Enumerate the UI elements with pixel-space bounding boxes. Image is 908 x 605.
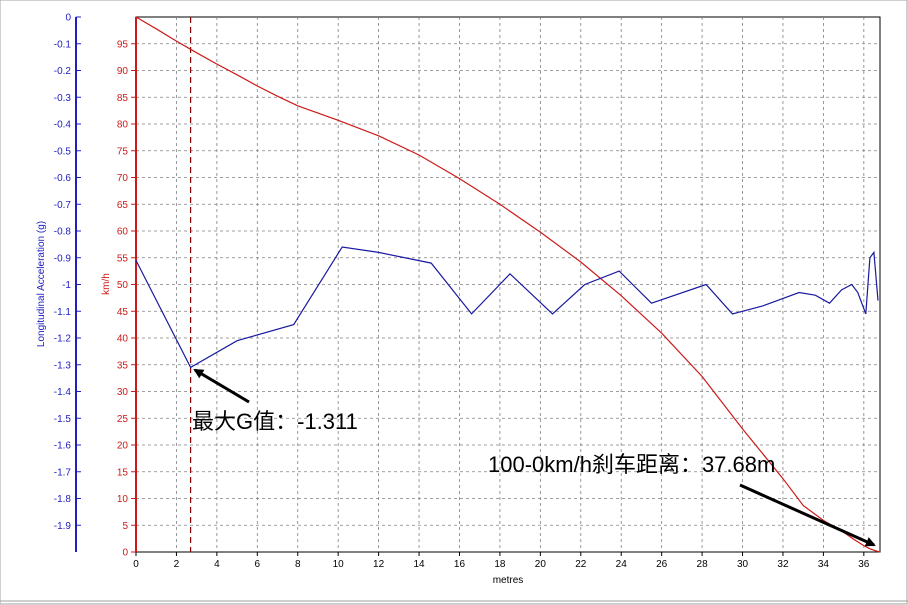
- speed-tick-label: 25: [117, 414, 129, 425]
- x-tick-label: 10: [333, 559, 345, 570]
- speed-tick-label: 75: [117, 146, 129, 157]
- accel-tick-label: -0.9: [54, 253, 72, 264]
- speed-tick-label: 90: [117, 66, 129, 77]
- speed-tick-label: 45: [117, 307, 129, 318]
- speed-tick-label: 35: [117, 360, 129, 371]
- accel-tick-label: -0.7: [54, 200, 72, 211]
- x-tick-label: 32: [777, 559, 789, 570]
- x-axis-label: metres: [493, 575, 524, 586]
- speed-tick-label: 15: [117, 467, 129, 478]
- accel-tick-label: -1.6: [54, 441, 72, 452]
- max-g-annotation: 最大G值：-1.311: [192, 409, 358, 434]
- x-tick-label: 6: [255, 559, 261, 570]
- accel-tick-label: -1.2: [54, 334, 72, 345]
- accel-series-line: [135, 246, 879, 369]
- speed-tick-label: 0: [122, 548, 128, 559]
- x-tick-label: 2: [174, 559, 180, 570]
- accel-tick-label: -1.9: [54, 521, 72, 532]
- speed-tick-label: 40: [117, 334, 129, 345]
- accel-tick-label: -1.1: [54, 307, 72, 318]
- x-tick-label: 12: [373, 559, 385, 570]
- x-tick-label: 8: [295, 559, 301, 570]
- braking-distance-arrow: [739, 483, 876, 547]
- x-tick-label: 36: [858, 559, 870, 570]
- x-tick-label: 26: [656, 559, 668, 570]
- speed-tick-label: 10: [117, 494, 129, 505]
- braking-distance-annotation: 100-0km/h刹车距离：37.68m: [488, 452, 775, 477]
- accel-tick-label: -0.3: [54, 93, 72, 104]
- x-tick-label: 30: [737, 559, 749, 570]
- x-tick-label: 18: [494, 559, 506, 570]
- x-tick-label: 14: [413, 559, 425, 570]
- accel-tick-label: -0.6: [54, 173, 72, 184]
- x-tick-label: 28: [697, 559, 709, 570]
- speed-tick-label: 30: [117, 387, 129, 398]
- max-g-arrow: [193, 368, 250, 404]
- speed-tick-label: 20: [117, 441, 129, 452]
- accel-tick-label: -1: [62, 280, 71, 291]
- grid: [136, 17, 880, 552]
- accel-tick-label: -0.2: [54, 66, 72, 77]
- accel-tick-label: -1.4: [54, 387, 72, 398]
- accel-tick-label: -0.4: [54, 120, 72, 131]
- x-tick-label: 34: [818, 559, 830, 570]
- speed-tick-label: 80: [117, 120, 129, 131]
- speed-tick-label: 95: [117, 39, 129, 50]
- x-axis-ticks: 0 2 4 6 8 10 12 14 16 18 20 22 24 26 28 30 32 34 36: [133, 552, 870, 570]
- accel-tick-label: -0.1: [54, 39, 72, 50]
- accel-axis-ticks: 0 -0.1 -0.2 -0.3 -0.4 -0.5 -0.6 -0.7 -0.8 -0.9 -1 -…: [54, 13, 81, 532]
- accel-tick-label: 0: [65, 13, 71, 24]
- x-tick-label: 24: [616, 559, 628, 570]
- x-tick-label: 4: [214, 559, 220, 570]
- speed-tick-label: 55: [117, 253, 129, 264]
- speed-axis-label: km/h: [101, 273, 112, 295]
- accel-tick-label: -1.7: [54, 467, 72, 478]
- x-tick-label: 0: [133, 559, 139, 570]
- accel-tick-label: -0.8: [54, 227, 72, 238]
- x-tick-label: 20: [535, 559, 547, 570]
- accel-tick-label: -1.5: [54, 414, 72, 425]
- speed-tick-label: 5: [122, 521, 128, 532]
- speed-tick-label: 70: [117, 173, 129, 184]
- accel-tick-label: -1.8: [54, 494, 72, 505]
- accel-axis-label: Longitudinal Acceleration (g): [36, 221, 47, 347]
- speed-tick-label: 60: [117, 227, 129, 238]
- speed-tick-label: 50: [117, 280, 129, 291]
- speed-tick-label: 85: [117, 93, 129, 104]
- x-tick-label: 22: [575, 559, 587, 570]
- accel-tick-label: -0.5: [54, 146, 72, 157]
- x-tick-label: 16: [454, 559, 466, 570]
- accel-tick-label: -1.3: [54, 360, 72, 371]
- speed-tick-label: 65: [117, 200, 129, 211]
